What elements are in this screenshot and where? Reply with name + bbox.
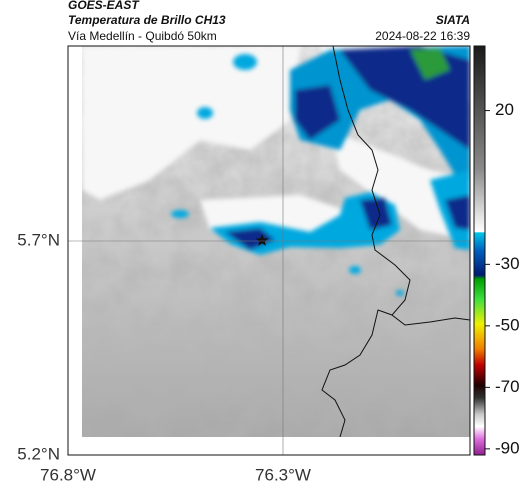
product: Temperatura de Brillo CH13 <box>68 13 226 27</box>
colorbar-tick-label: -30 <box>495 254 520 273</box>
colorbar-tick-label: -90 <box>495 438 520 457</box>
colorbar-tick-label: -70 <box>495 377 520 396</box>
source: GOES-EAST <box>68 0 140 12</box>
route: Vía Medellín - Quibdó 50km <box>68 29 217 43</box>
org: SIATA <box>436 13 470 27</box>
map-frame <box>67 45 471 456</box>
datetime: 2024-08-22 16:39 <box>375 29 470 43</box>
satellite-image <box>82 46 470 437</box>
lat-tick-label: 5.7°N <box>17 230 60 249</box>
colorbar-tick-label: 20 <box>495 100 514 119</box>
colorbar-tick-label: -50 <box>495 315 520 334</box>
lat-tick-label: 5.2°N <box>17 444 60 463</box>
lon-tick-label: 76.3°W <box>255 465 311 484</box>
lon-tick-label: 76.8°W <box>40 465 96 484</box>
colorbar <box>473 45 486 456</box>
